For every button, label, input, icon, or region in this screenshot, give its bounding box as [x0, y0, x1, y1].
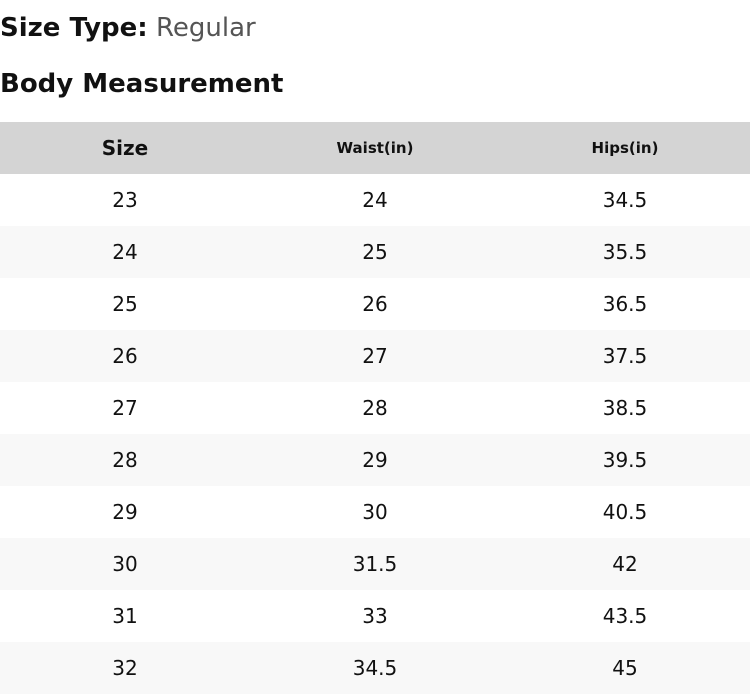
cell-hips: 37.5	[602, 344, 648, 368]
table-row: 29 30 40.5	[0, 486, 750, 538]
cell-waist: 26	[362, 292, 388, 316]
header-size: Size	[101, 136, 149, 160]
table-row: 23 24 34.5	[0, 174, 750, 226]
cell-hips: 36.5	[602, 292, 648, 316]
table-row: 24 25 35.5	[0, 226, 750, 278]
cell-hips: 39.5	[602, 448, 648, 472]
cell-hips: 35.5	[602, 240, 648, 264]
section-title: Body Measurement	[0, 69, 284, 99]
cell-waist: 29	[362, 448, 388, 472]
table-row: 26 27 37.5	[0, 330, 750, 382]
table-row: 28 29 39.5	[0, 434, 750, 486]
cell-size: 30	[112, 552, 138, 576]
cell-waist: 27	[362, 344, 388, 368]
size-type-label: Size Type:	[0, 13, 148, 43]
cell-waist: 34.5	[352, 656, 398, 680]
cell-hips: 42	[612, 552, 638, 576]
header-waist: Waist(in)	[336, 139, 414, 157]
cell-size: 29	[112, 500, 138, 524]
cell-size: 27	[112, 396, 138, 420]
cell-hips: 34.5	[602, 188, 648, 212]
cell-size: 26	[112, 344, 138, 368]
cell-hips: 43.5	[602, 604, 648, 628]
cell-size: 28	[112, 448, 138, 472]
table-row: 32 34.5 45	[0, 642, 750, 694]
table-header-row: Size Waist(in) Hips(in)	[0, 122, 750, 174]
cell-waist: 31.5	[352, 552, 398, 576]
cell-waist: 33	[362, 604, 388, 628]
cell-waist: 30	[362, 500, 388, 524]
size-chart-table: Size Waist(in) Hips(in) 23 24 34.5 24 25 35.5…	[0, 122, 750, 694]
cell-waist: 24	[362, 188, 388, 212]
size-type: Size Type: Regular	[0, 10, 256, 46]
cell-hips: 40.5	[602, 500, 648, 524]
cell-size: 23	[112, 188, 138, 212]
table-row: 27 28 38.5	[0, 382, 750, 434]
table-row: 31 33 43.5	[0, 590, 750, 642]
cell-size: 32	[112, 656, 138, 680]
table-row: 25 26 36.5	[0, 278, 750, 330]
table-row: 30 31.5 42	[0, 538, 750, 590]
cell-waist: 28	[362, 396, 388, 420]
size-type-value: Regular	[155, 13, 256, 43]
cell-hips: 45	[612, 656, 638, 680]
cell-hips: 38.5	[602, 396, 648, 420]
cell-size: 25	[112, 292, 138, 316]
cell-size: 24	[112, 240, 138, 264]
header-hips: Hips(in)	[591, 139, 659, 157]
cell-waist: 25	[362, 240, 388, 264]
cell-size: 31	[112, 604, 138, 628]
